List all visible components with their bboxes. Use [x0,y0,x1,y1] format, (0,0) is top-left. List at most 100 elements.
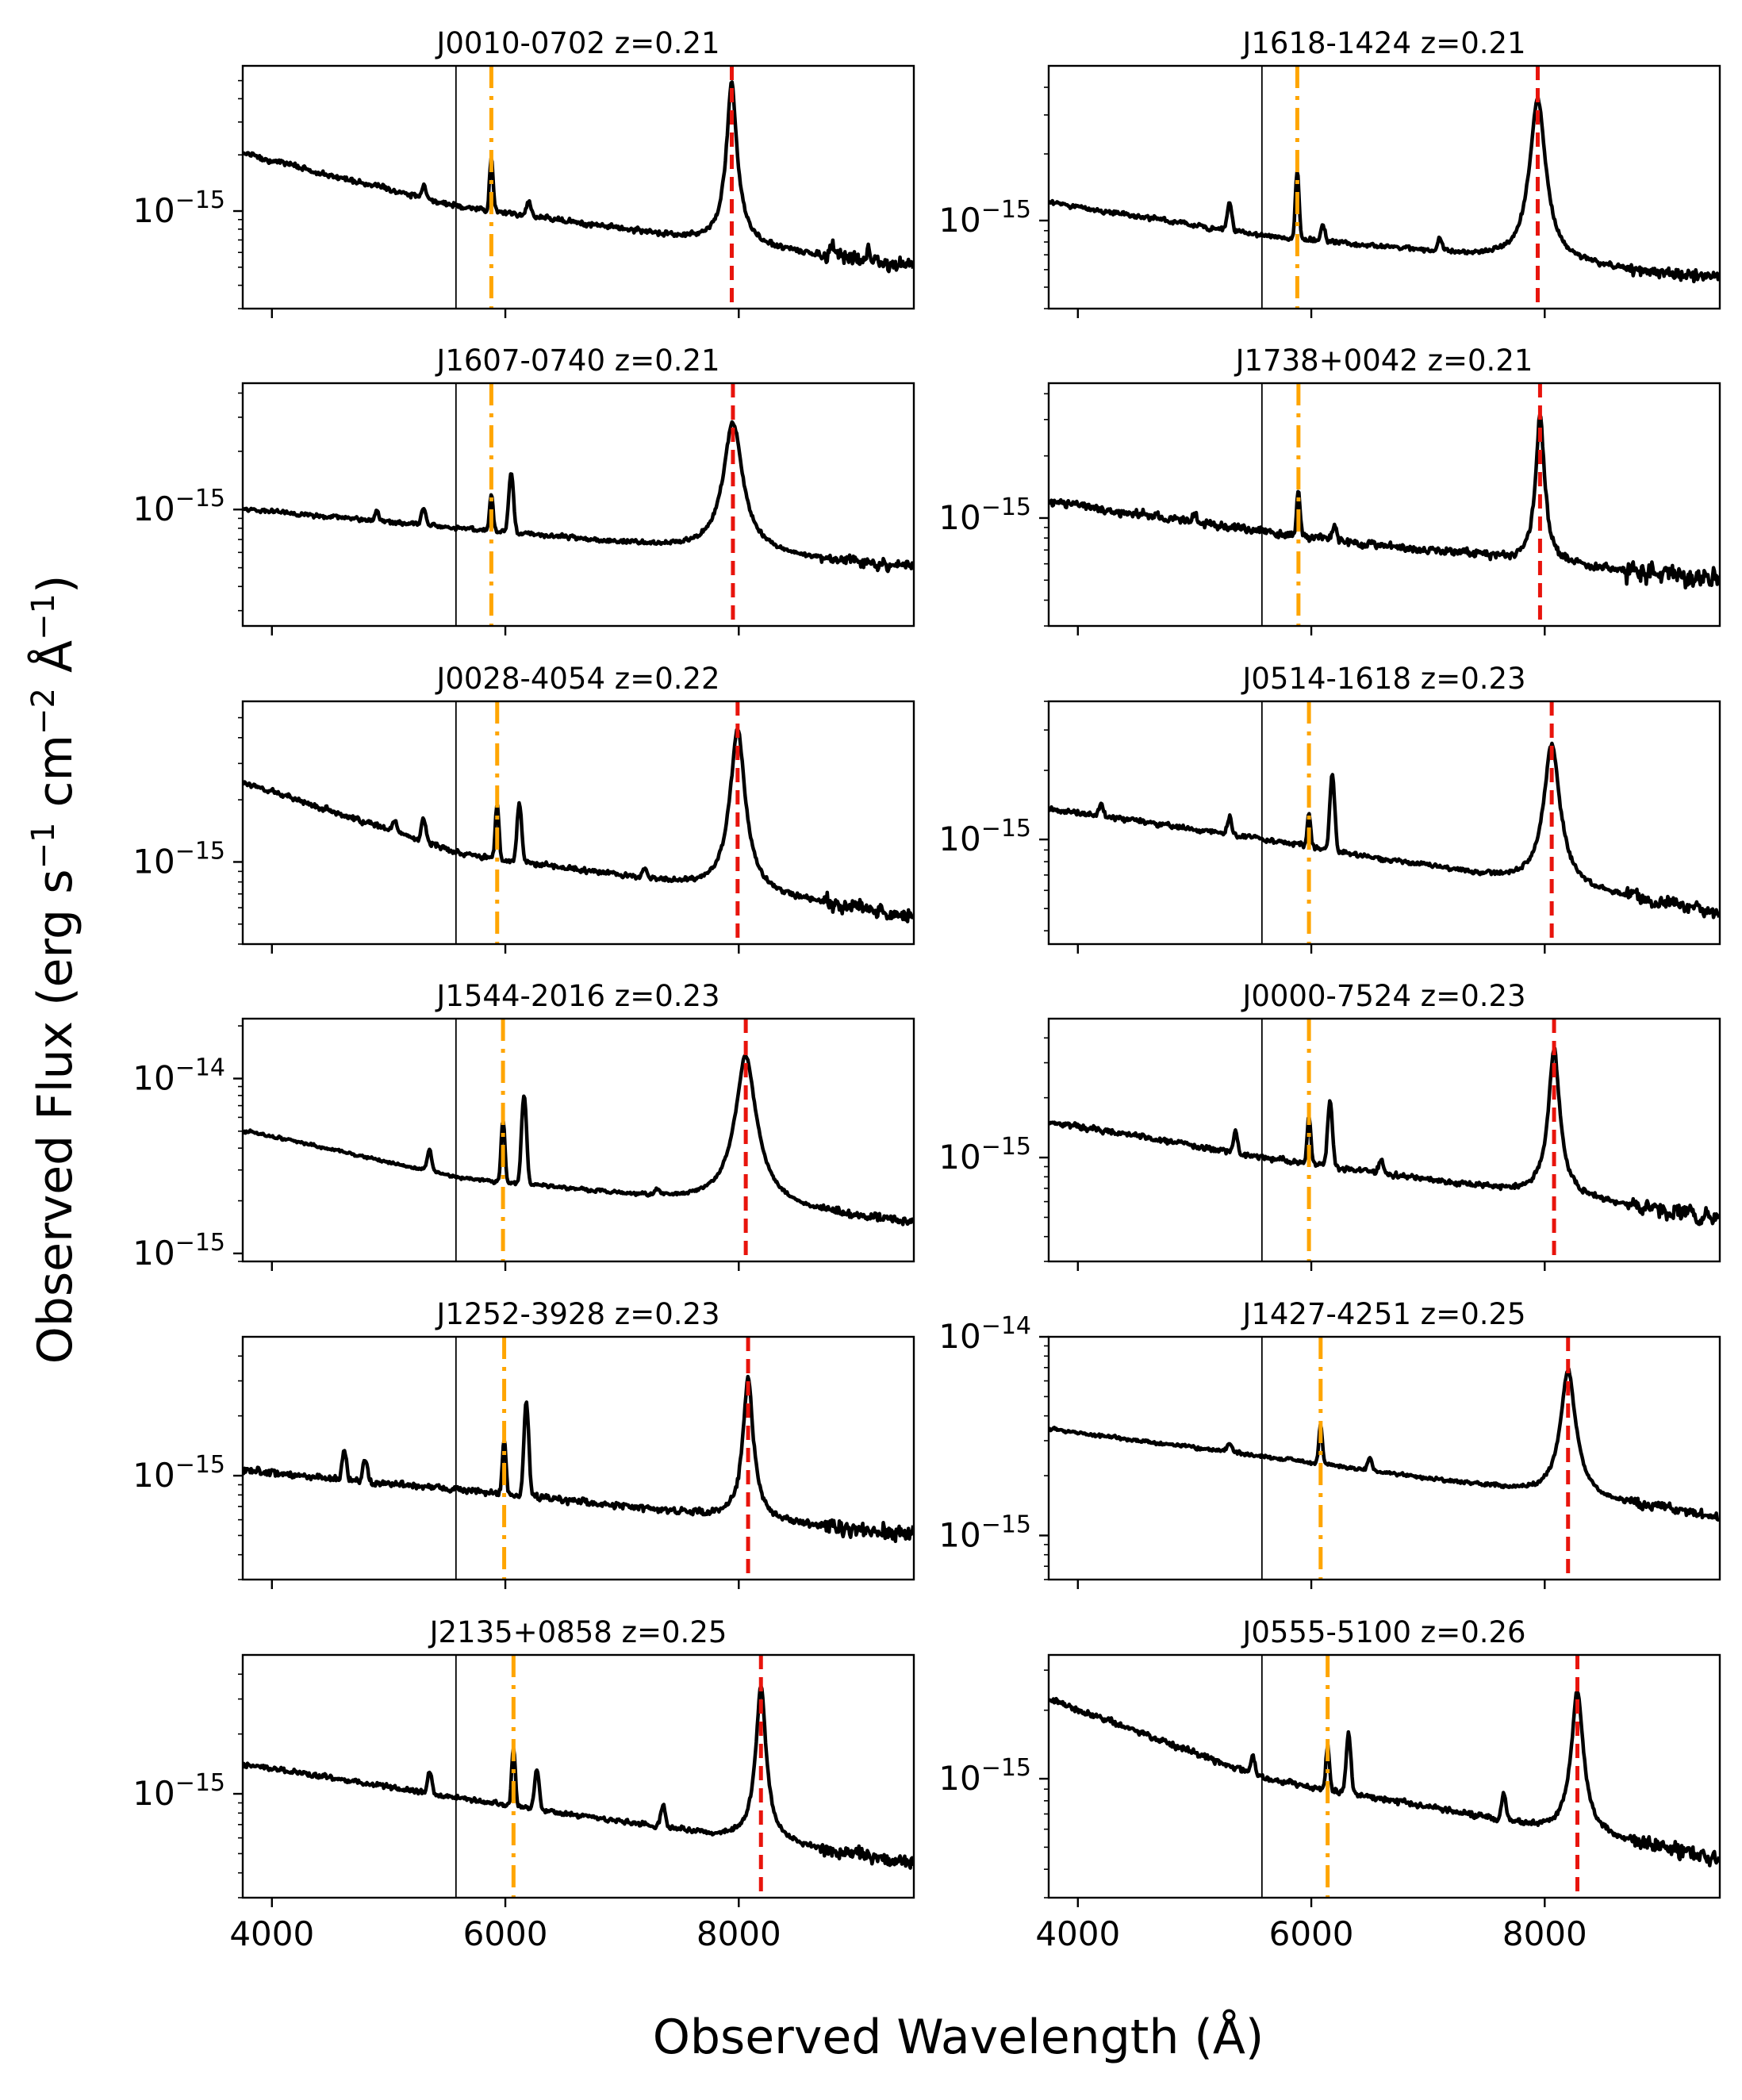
panel-title: J1427-4251 z=0.25 [1241,1297,1525,1331]
y-tick-exponent: −15 [981,1133,1031,1161]
x-tick-label: 8000 [1502,1914,1587,1953]
plot-area [1049,1019,1720,1261]
plot-area [1049,1655,1720,1898]
y-tick-base: 10 [132,1774,175,1813]
x-tick-label: 6000 [1269,1914,1354,1953]
y-tick-exponent: −15 [981,1511,1031,1538]
spectrum-line [243,728,914,923]
panel: 10−15 J1607-0740 z=0.21 [132,344,915,635]
spectrum-line [1049,1690,1720,1868]
axes-frame [241,700,915,946]
y-axis-label-text: Å [27,640,83,688]
plot-area [243,701,914,944]
axes-frame [241,1653,915,1899]
spectrum-line [1049,95,1720,284]
panel-title: J1544-2016 z=0.23 [435,979,719,1013]
y-tick-exponent: −15 [175,485,225,513]
y-tick-label: 10−14 [938,1312,1031,1356]
y-tick-base: 10 [938,1759,980,1798]
y-axis-label-sup: −2 [25,688,62,735]
y-tick-base: 10 [938,201,980,240]
panel: 10−15 J1738+0042 z=0.21 [938,344,1721,635]
spectrum-line [1049,413,1720,590]
plot-area [243,1337,914,1580]
y-tick-label: 10−15 [938,493,1031,537]
y-axis-label-text: Observed Flux (erg s [28,870,83,1365]
y-tick-base: 10 [132,1234,175,1273]
y-tick-base: 10 [938,1138,980,1177]
plot-area [243,66,914,309]
y-tick-exponent: −15 [175,1229,225,1257]
panel: 10−15 J0000-7524 z=0.23 [938,979,1721,1271]
y-tick-base: 10 [132,191,175,230]
plot-area [243,383,914,626]
y-axis-label-sup: −1 [25,593,62,640]
y-tick-base: 10 [132,842,175,881]
panel-title: J0028-4054 z=0.22 [435,662,719,696]
y-tick-base: 10 [938,498,980,537]
y-tick-base: 10 [132,1456,175,1495]
y-tick-label: 10−15 [938,815,1031,858]
spectrum-line [1049,741,1720,919]
axes-frame [241,1335,915,1581]
y-tick-label: 10−15 [132,1451,225,1495]
y-tick-label: 10−15 [938,1133,1031,1177]
y-tick-exponent: −15 [175,186,225,214]
panel: 10−15 J0010-0702 z=0.21 [132,26,915,318]
x-axis-label: Observed Wavelength (Å) [653,2009,1264,2065]
y-tick-exponent: −14 [981,1312,1031,1340]
axes-frame [241,382,915,628]
panel-title: J1252-3928 z=0.23 [435,1297,719,1331]
axes-frame [241,64,915,310]
axes-frame [1047,64,1721,310]
panel: 4000 6000 8000 10−15 J0555-5100 z=0.26 [938,1615,1721,1953]
y-tick-exponent: −15 [175,1769,225,1797]
panel: 10−15 J0514-1618 z=0.23 [938,662,1721,954]
panel-title: J1607-0740 z=0.21 [435,344,719,378]
y-tick-exponent: −14 [175,1054,225,1081]
spectrum-line [243,420,914,574]
y-tick-exponent: −15 [981,1754,1031,1782]
y-tick-exponent: −15 [175,1451,225,1479]
spectrum-line [243,80,914,274]
y-axis-label: Observed Flux (erg s−1 cm−2 Å−1) [25,575,83,1365]
y-tick-label: 10−15 [132,837,225,881]
y-axis-label-text: ) [28,575,83,593]
y-tick-exponent: −15 [981,196,1031,224]
panel: 10−15 J1618-1424 z=0.21 [938,26,1721,318]
y-tick-base: 10 [132,1058,175,1097]
y-axis-label-sup: −1 [25,823,62,870]
y-tick-base: 10 [938,820,980,858]
axes-frame [1047,700,1721,946]
panel-title: J0000-7524 z=0.23 [1241,979,1525,1013]
x-tick-label: 6000 [463,1914,548,1953]
y-tick-label: 10−15 [132,485,225,528]
axes-frame [241,1017,915,1263]
spectrum-line [243,1374,914,1543]
panel-title: J2135+0858 z=0.25 [428,1615,727,1649]
y-axis-label-text: cm [28,735,83,823]
y-tick-base: 10 [938,1317,980,1356]
y-tick-base: 10 [938,1515,980,1554]
y-tick-label: 10−15 [938,1754,1031,1798]
panel-title: J0555-5100 z=0.26 [1241,1615,1525,1649]
y-tick-label: 10−14 [132,1054,225,1097]
y-tick-label: 10−15 [132,1769,225,1813]
panel-title: J0514-1618 z=0.23 [1241,662,1525,696]
y-tick-label: 10−15 [132,1229,225,1273]
plot-area [243,1019,914,1261]
panel: 10−15 J0028-4054 z=0.22 [132,662,915,954]
panel: 4000 6000 8000 10−15 J2135+0858 z=0.25 [132,1615,915,1953]
y-tick-label: 10−15 [132,186,225,230]
plot-area [1049,1337,1720,1580]
axes-frame [1047,1653,1721,1899]
plot-area [243,1655,914,1898]
x-tick-label: 8000 [696,1914,781,1953]
plot-area [1049,383,1720,626]
x-tick-label: 4000 [1035,1914,1120,1953]
